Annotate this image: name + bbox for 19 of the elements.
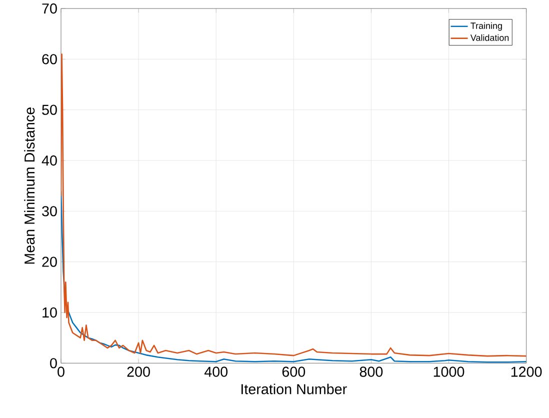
x-tick-label: 600 bbox=[282, 366, 306, 377]
y-tick-label: 60 bbox=[42, 54, 57, 64]
y-tick-label: 40 bbox=[42, 155, 57, 166]
legend-label: Training bbox=[470, 22, 502, 30]
x-tick-label: 0 bbox=[58, 366, 64, 377]
y-axis-title: Mean Minimum Distance bbox=[24, 107, 35, 264]
x-tick-label: 1000 bbox=[434, 366, 464, 377]
x-tick-label: 200 bbox=[127, 366, 150, 377]
y-tick-label: 10 bbox=[42, 307, 57, 318]
x-axis-title: Iteration Number bbox=[242, 383, 347, 394]
legend-label: Validation bbox=[470, 34, 509, 41]
y-tick-label: 70 bbox=[42, 3, 57, 14]
y-tick-label: 0 bbox=[50, 358, 57, 368]
x-tick-label: 1200 bbox=[511, 366, 542, 377]
x-tick-label: 800 bbox=[360, 366, 383, 377]
y-tick-label: 30 bbox=[42, 206, 57, 216]
y-tick-label: 50 bbox=[42, 104, 57, 115]
y-tick-label: 20 bbox=[42, 256, 57, 267]
x-tick-label: 400 bbox=[204, 366, 228, 377]
